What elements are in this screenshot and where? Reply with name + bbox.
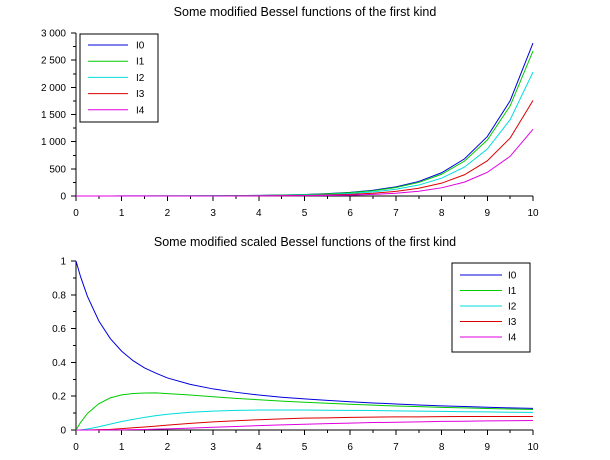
series-I2-line bbox=[75, 409, 534, 431]
scaled-bessel-chart-canvas: 0 1 2 3 4 5 6 7 8 9 10 0 0.2 0.4 0.6 0.8 1 I0 I1 I2 I3 I4 bbox=[52, 257, 539, 454]
y-tick-label: 2 000 bbox=[41, 83, 66, 94]
series-I0-line bbox=[75, 260, 534, 409]
x-tick-label: 7 bbox=[393, 442, 399, 453]
y-tick-label: 500 bbox=[49, 164, 66, 175]
legend-label-I0: I0 bbox=[136, 41, 145, 52]
legend: I0 I1 I2 I3 I4 bbox=[79, 33, 159, 123]
x-tick-label: 4 bbox=[256, 442, 262, 453]
series-I3-line bbox=[76, 415, 533, 431]
legend-label-I1: I1 bbox=[136, 57, 145, 68]
x-tick-label: 2 bbox=[165, 442, 171, 453]
top-chart-title: Some modified Bessel functions of the fi… bbox=[173, 5, 437, 19]
x-tick-label: 9 bbox=[485, 442, 491, 453]
x-tick-label: 6 bbox=[347, 442, 353, 453]
y-tick-label: 0 bbox=[60, 426, 66, 437]
bottom-chart-title: Some modified scaled Bessel functions of… bbox=[153, 235, 457, 249]
y-tick-label: 1 000 bbox=[41, 137, 66, 148]
x-tick-label: 2 bbox=[165, 208, 171, 219]
series-I4-line bbox=[76, 129, 534, 197]
x-tick-label: 5 bbox=[302, 208, 308, 219]
y-tick-label: 0.8 bbox=[52, 290, 66, 301]
x-tick-label: 7 bbox=[393, 208, 399, 219]
y-tick-label: 1 bbox=[60, 257, 66, 268]
legend-label-I3: I3 bbox=[136, 89, 145, 100]
x-tick-label: 3 bbox=[210, 208, 216, 219]
series-I4-line bbox=[76, 420, 534, 431]
x-tick-label: 5 bbox=[302, 442, 308, 453]
y-tick-label: 2 500 bbox=[41, 56, 66, 67]
x-tick-label: 0 bbox=[73, 208, 79, 219]
x-tick-label: 1 bbox=[119, 208, 125, 219]
y-tick-label: 3 000 bbox=[41, 29, 66, 40]
x-tick-label: 0 bbox=[73, 442, 79, 453]
x-tick-label: 3 bbox=[210, 442, 216, 453]
y-tick-label: 0 bbox=[60, 192, 66, 203]
legend-label-I4: I4 bbox=[136, 105, 145, 116]
x-tick-label: 10 bbox=[527, 208, 539, 219]
x-tick-label: 9 bbox=[485, 208, 491, 219]
legend-label-I1: I1 bbox=[508, 286, 517, 297]
x-tick-label: 8 bbox=[439, 442, 445, 453]
bessel-chart-canvas: 0 1 2 3 4 5 6 7 8 9 10 0 500 1 000 1 500 2 000 2 500 3 00… bbox=[41, 29, 539, 220]
legend-label-I2: I2 bbox=[508, 302, 517, 313]
legend-label-I2: I2 bbox=[136, 73, 145, 84]
x-tick-label: 4 bbox=[256, 208, 262, 219]
legend: I0 I1 I2 I3 I4 bbox=[451, 262, 531, 353]
x-tick-label: 8 bbox=[439, 208, 445, 219]
legend-box bbox=[451, 262, 531, 353]
y-tick-label: 0.4 bbox=[52, 358, 66, 369]
legend-label-I4: I4 bbox=[508, 333, 517, 344]
x-tick-label: 10 bbox=[527, 442, 539, 453]
y-tick-label: 1 500 bbox=[41, 110, 66, 121]
x-tick-label: 1 bbox=[119, 442, 125, 453]
y-tick-label: 0.2 bbox=[52, 392, 66, 403]
x-tick-label: 6 bbox=[347, 208, 353, 219]
legend-label-I3: I3 bbox=[508, 317, 517, 328]
legend-label-I0: I0 bbox=[508, 271, 517, 282]
y-tick-label: 0.6 bbox=[52, 324, 66, 335]
series-I1-line bbox=[75, 392, 534, 431]
legend-box bbox=[79, 33, 159, 123]
